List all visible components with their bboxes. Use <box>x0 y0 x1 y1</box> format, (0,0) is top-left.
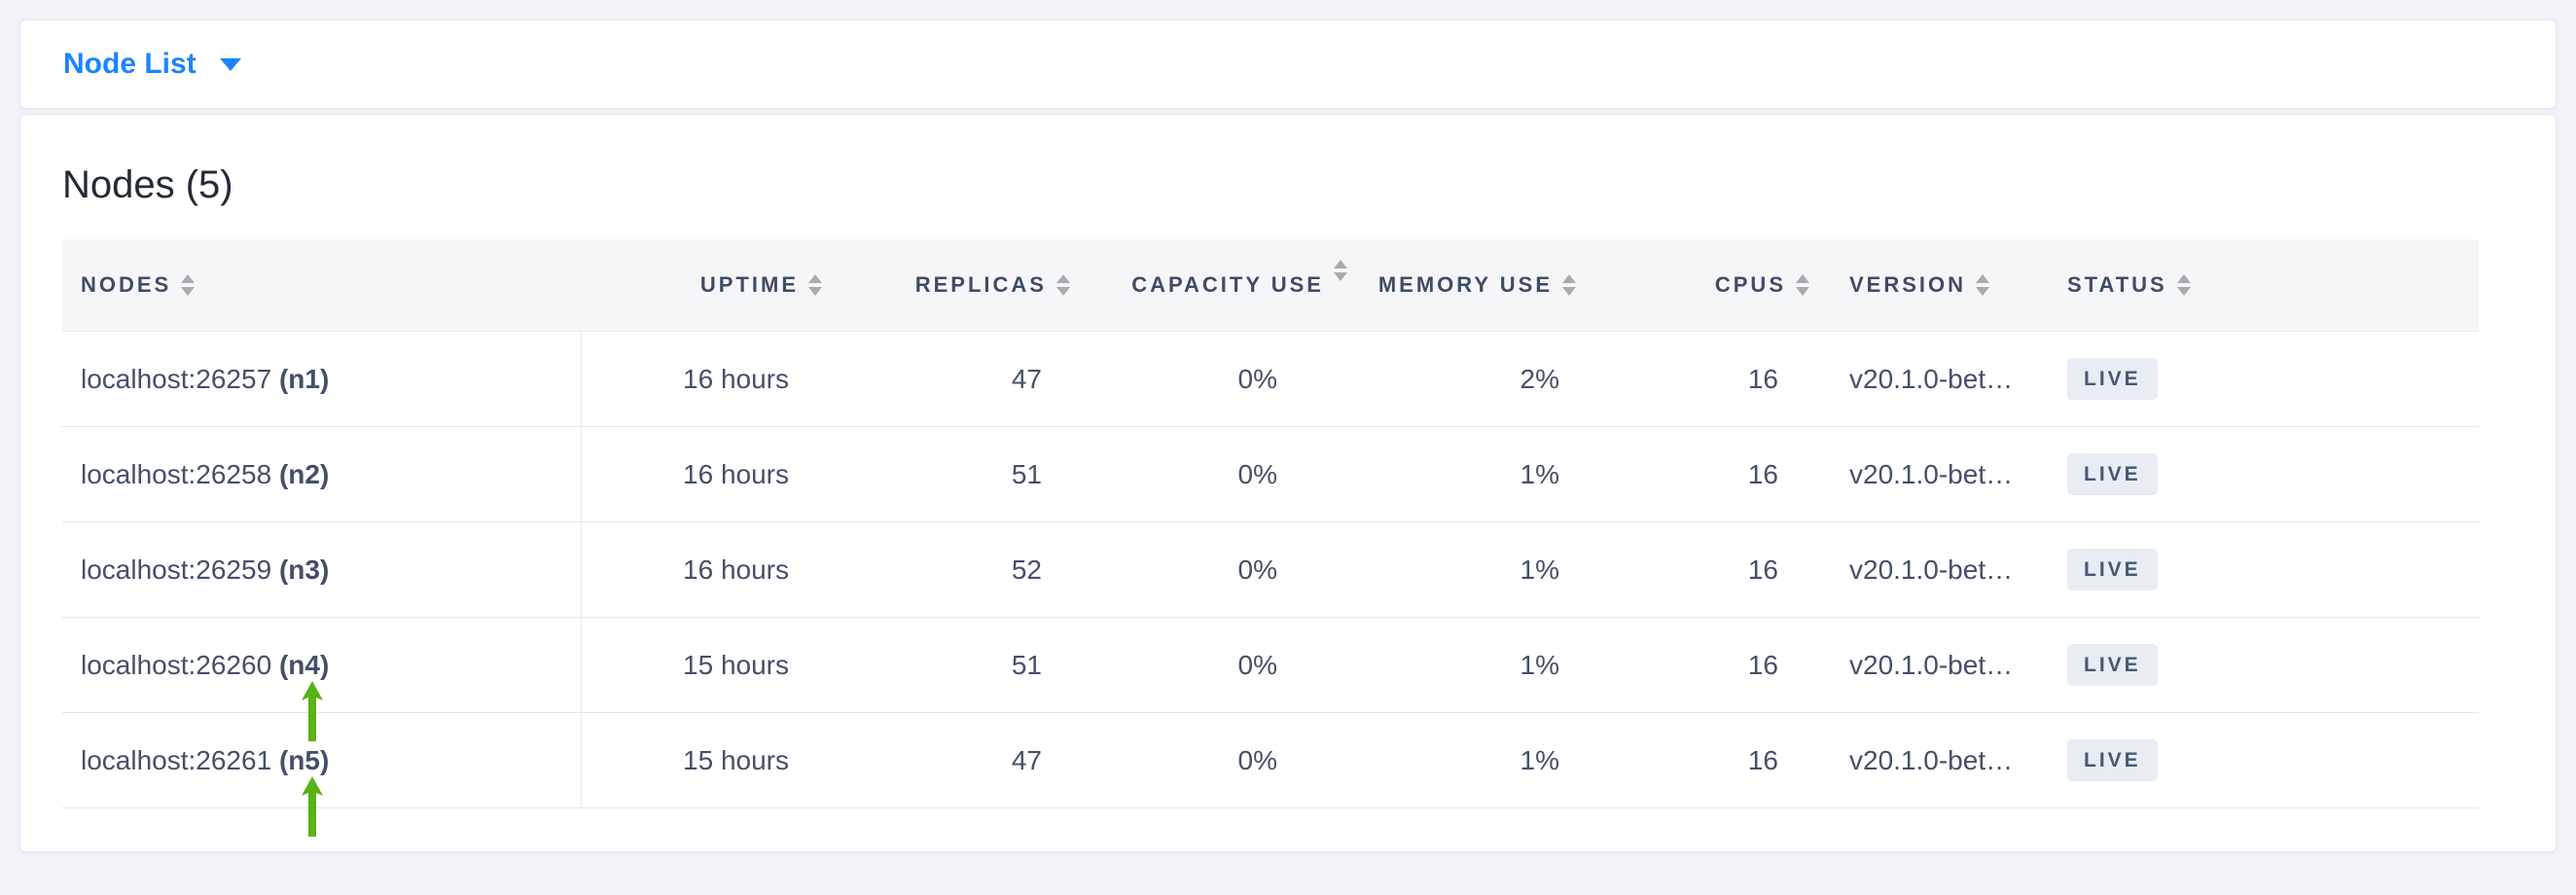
sort-arrows-icon[interactable] <box>1796 274 1809 296</box>
green-up-arrow-icon <box>302 681 323 741</box>
replicas-cell: 51 <box>830 618 1078 713</box>
capacity-use-cell: 0% <box>1078 427 1355 522</box>
sort-arrows-icon[interactable] <box>1056 274 1070 296</box>
version-cell: v20.1.0-bet… <box>1817 427 2060 522</box>
cpus-cell: 16 <box>1584 713 1817 808</box>
table-row: localhost:26258 (n2) 16 hours 51 0% 1% 16 v20.… <box>62 427 2479 522</box>
memory-use-cell: 1% <box>1355 713 1584 808</box>
sort-arrows-icon[interactable] <box>1334 260 1347 281</box>
memory-use-cell: 1% <box>1355 427 1584 522</box>
status-cell: LIVE <box>2060 618 2479 713</box>
capacity-use-cell: 0% <box>1078 522 1355 618</box>
node-list-dropdown-label: Node List <box>63 48 197 80</box>
sort-arrows-icon[interactable] <box>181 274 196 296</box>
memory-use-cell: 1% <box>1355 522 1584 618</box>
column-header-version[interactable]: VERSION <box>1817 239 2060 332</box>
column-header-replicas[interactable]: REPLICAS <box>830 239 1078 332</box>
version-cell: v20.1.0-bet… <box>1817 713 2060 808</box>
column-header-capacity[interactable]: CAPACITY USE <box>1078 239 1355 332</box>
cpus-cell: 16 <box>1584 618 1817 713</box>
uptime-cell: 15 hours <box>582 618 830 713</box>
node-address: localhost:26258 <box>81 458 272 489</box>
column-header-cpus[interactable]: CPUS <box>1584 239 1817 332</box>
node-name: (n3) <box>278 554 330 585</box>
status-badge: LIVE <box>2067 453 2158 495</box>
node-name: (n5) <box>278 744 330 775</box>
node-name: (n1) <box>278 363 330 394</box>
capacity-use-cell: 0% <box>1078 332 1355 427</box>
version-cell: v20.1.0-bet… <box>1817 618 2060 713</box>
sort-arrows-icon[interactable] <box>808 274 822 296</box>
caret-down-icon <box>219 57 241 71</box>
column-label-replicas: REPLICAS <box>914 272 1047 298</box>
status-badge: LIVE <box>2067 644 2158 686</box>
capacity-use-cell: 0% <box>1078 618 1355 713</box>
node-address: localhost:26259 <box>81 554 272 585</box>
cpus-cell: 16 <box>1584 427 1817 522</box>
capacity-use-cell: 0% <box>1078 713 1355 808</box>
table-header-row: NODES UPTIME REPLICAS CAPACITY USE MEMORY US… <box>62 239 2479 332</box>
column-label-nodes: NODES <box>81 272 172 298</box>
column-header-status[interactable]: STATUS <box>2060 239 2479 332</box>
uptime-cell: 16 hours <box>582 427 830 522</box>
nodes-panel: Nodes (5) NODES UPTIME REPLICAS CAPACITY US… <box>19 114 2557 852</box>
replicas-cell: 51 <box>830 427 1078 522</box>
column-label-memory: MEMORY USE <box>1377 272 1553 298</box>
column-label-capacity: CAPACITY USE <box>1131 272 1324 298</box>
column-label-cpus: CPUS <box>1714 272 1786 298</box>
node-cell: localhost:26260 (n4) <box>62 618 582 741</box>
status-cell: LIVE <box>2060 713 2479 808</box>
node-address: localhost:26261 <box>81 744 272 775</box>
replicas-cell: 47 <box>830 713 1078 808</box>
status-cell: LIVE <box>2060 522 2479 618</box>
node-cell: localhost:26257 (n1) <box>62 332 582 427</box>
sort-arrows-icon[interactable] <box>2176 274 2191 296</box>
green-up-arrow-icon <box>302 776 323 837</box>
column-label-version: VERSION <box>1849 272 1967 298</box>
column-header-memory[interactable]: MEMORY USE <box>1355 239 1584 332</box>
node-list-bar: Node List <box>19 19 2557 109</box>
column-label-uptime: UPTIME <box>699 272 799 298</box>
table-row: localhost:26259 (n3) 16 hours 52 0% 1% 16 v20.… <box>62 522 2479 618</box>
memory-use-cell: 2% <box>1355 332 1584 427</box>
status-cell: LIVE <box>2060 332 2479 427</box>
replicas-cell: 52 <box>830 522 1078 618</box>
node-address: localhost:26260 <box>81 649 272 680</box>
memory-use-cell: 1% <box>1355 618 1584 713</box>
replicas-cell: 47 <box>830 332 1078 427</box>
node-address: localhost:26257 <box>81 363 272 394</box>
cpus-cell: 16 <box>1584 522 1817 618</box>
node-cell: localhost:26261 (n5) <box>62 713 582 837</box>
column-header-nodes[interactable]: NODES <box>62 239 582 332</box>
node-cell: localhost:26258 (n2) <box>62 427 582 522</box>
table-row: localhost:26260 (n4) 15 hours 51 0% 1% 16 v20.… <box>62 618 2479 741</box>
status-badge: LIVE <box>2067 549 2158 591</box>
sort-arrows-icon[interactable] <box>1562 274 1576 296</box>
node-cell: localhost:26259 (n3) <box>62 522 582 618</box>
table-row: localhost:26261 (n5) 15 hours 47 0% 1% 16 v20.… <box>62 713 2479 837</box>
status-badge: LIVE <box>2067 358 2158 400</box>
cpus-cell: 16 <box>1584 332 1817 427</box>
sort-arrows-icon[interactable] <box>1976 274 1990 296</box>
node-name: (n4) <box>278 649 330 680</box>
nodes-table: NODES UPTIME REPLICAS CAPACITY USE MEMORY US… <box>62 239 2479 837</box>
section-title: Nodes (5) <box>62 163 233 206</box>
column-label-status: STATUS <box>2067 272 2167 298</box>
uptime-cell: 16 hours <box>582 522 830 618</box>
status-cell: LIVE <box>2060 427 2479 522</box>
uptime-cell: 16 hours <box>582 332 830 427</box>
node-list-dropdown[interactable]: Node List <box>63 48 241 81</box>
uptime-cell: 15 hours <box>582 713 830 808</box>
column-header-uptime[interactable]: UPTIME <box>582 239 830 332</box>
version-cell: v20.1.0-bet… <box>1817 332 2060 427</box>
table-row: localhost:26257 (n1) 16 hours 47 0% 2% 16 v20.… <box>62 332 2479 427</box>
node-name: (n2) <box>278 458 330 489</box>
version-cell: v20.1.0-bet… <box>1817 522 2060 618</box>
status-badge: LIVE <box>2067 739 2158 781</box>
